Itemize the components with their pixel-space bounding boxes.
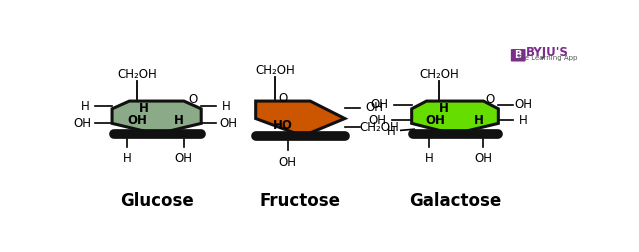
Text: O: O bbox=[188, 93, 197, 106]
Text: H: H bbox=[139, 102, 149, 115]
Text: OH: OH bbox=[127, 114, 147, 127]
FancyBboxPatch shape bbox=[510, 48, 526, 62]
Text: OH: OH bbox=[475, 152, 493, 166]
Text: CH₂OH: CH₂OH bbox=[360, 121, 399, 134]
Text: H: H bbox=[425, 152, 433, 166]
Text: Fructose: Fructose bbox=[259, 192, 341, 210]
Text: Glucose: Glucose bbox=[119, 192, 194, 210]
Text: BYJU'S: BYJU'S bbox=[525, 46, 568, 59]
Text: OH: OH bbox=[514, 99, 532, 111]
Text: HO: HO bbox=[273, 119, 293, 132]
Text: OH: OH bbox=[219, 117, 238, 130]
Text: OH: OH bbox=[368, 114, 386, 127]
Text: OH: OH bbox=[175, 152, 193, 166]
Text: The Learning App: The Learning App bbox=[516, 55, 578, 61]
Polygon shape bbox=[412, 101, 498, 134]
Text: OH: OH bbox=[366, 101, 383, 114]
Text: H: H bbox=[123, 152, 131, 166]
Text: H: H bbox=[387, 125, 396, 138]
Text: H: H bbox=[519, 114, 527, 127]
Text: OH: OH bbox=[73, 117, 91, 130]
Text: H: H bbox=[439, 102, 449, 115]
Text: CH₂OH: CH₂OH bbox=[117, 68, 157, 81]
Text: B: B bbox=[514, 50, 522, 60]
Polygon shape bbox=[112, 101, 201, 134]
Text: H: H bbox=[473, 114, 484, 127]
Text: CH₂OH: CH₂OH bbox=[256, 65, 295, 77]
Text: H: H bbox=[174, 114, 184, 127]
Text: OH: OH bbox=[426, 114, 445, 127]
Text: O: O bbox=[485, 93, 495, 106]
Text: Galactose: Galactose bbox=[408, 192, 501, 210]
Polygon shape bbox=[256, 101, 345, 136]
Text: H: H bbox=[222, 100, 230, 113]
Text: H: H bbox=[81, 100, 89, 113]
Text: OH: OH bbox=[371, 99, 389, 111]
Text: O: O bbox=[279, 92, 288, 105]
Text: CH₂OH: CH₂OH bbox=[419, 68, 459, 81]
Text: OH: OH bbox=[279, 156, 297, 169]
